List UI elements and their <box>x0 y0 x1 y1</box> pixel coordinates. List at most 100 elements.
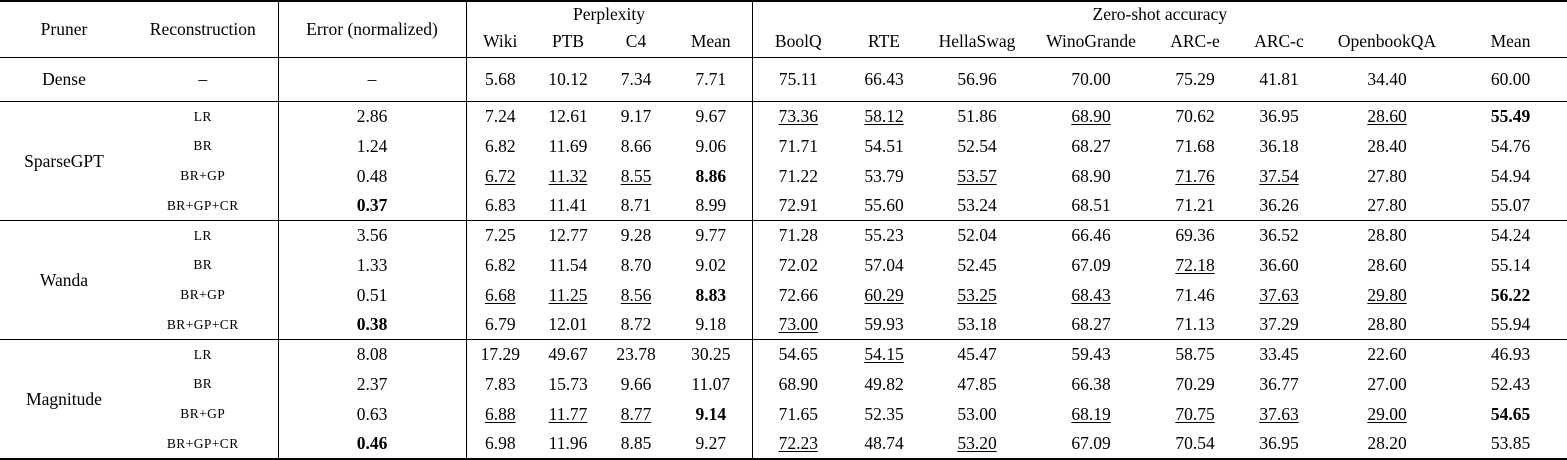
cell-value: 28.60 <box>1367 254 1407 275</box>
cell-value: 49.82 <box>864 373 904 394</box>
cell-pruner: Magnitude <box>0 339 128 459</box>
cell-value: 68.90 <box>751 369 844 400</box>
cell-reconstruction: LR <box>128 220 278 251</box>
cell-value: 37.29 <box>1259 314 1299 335</box>
cell-value: 6.79 <box>465 310 534 340</box>
cell-value: 68.90 <box>1071 165 1111 186</box>
cell-value: 37.63 <box>1259 403 1299 424</box>
table-row-dense: Dense – –5.68 10.12 7.34 7.71 75.11 66.43 56.96 7… <box>0 56 1567 102</box>
cell-value: 8.99 <box>695 195 727 216</box>
cell-value: 8.86 <box>695 165 727 186</box>
cell-reconstruction: BR <box>193 257 213 273</box>
cell-value: 70.54 <box>1175 433 1215 454</box>
cell-pruner: Dense <box>0 56 128 102</box>
cell-value: 9.67 <box>670 101 752 132</box>
cell-reconstruction: LR <box>128 339 278 370</box>
cell-error: 0.51 <box>277 280 466 311</box>
cell-value: 71.28 <box>751 220 844 251</box>
cell-error: 3.56 <box>277 220 466 251</box>
cell-value: 68.19 <box>1071 403 1111 424</box>
cell-value: 6.88 <box>465 399 534 430</box>
cell-value: 55.23 <box>844 220 924 251</box>
cell-value: 33.45 <box>1238 339 1320 370</box>
cell-value: 17.29 <box>465 339 534 370</box>
cell-value: 52.35 <box>864 403 904 424</box>
cell-value: 59.43 <box>1030 339 1152 370</box>
col-header-reconstruction: Reconstruction <box>149 18 256 39</box>
cell-value: 68.90 <box>1030 101 1152 132</box>
cell-error: 2.86 <box>277 101 466 132</box>
cell-value: 72.91 <box>751 190 844 221</box>
cell-value: 75.29 <box>1152 56 1238 102</box>
cell-value: 36.77 <box>1259 373 1299 394</box>
cell-reconstruction: BR+GP <box>180 287 226 303</box>
cell-value: 36.18 <box>1259 135 1299 156</box>
cell-value: 6.68 <box>465 280 534 311</box>
cell-value: 53.57 <box>957 165 997 186</box>
cell-value: 11.32 <box>548 165 588 186</box>
cell-value: 53.18 <box>957 314 997 335</box>
col-header-hellaswag: HellaSwag <box>938 31 1016 52</box>
cell-value: 45.47 <box>924 339 1030 370</box>
cell-value: 8.71 <box>620 195 652 216</box>
col-header-rte: RTE <box>867 31 900 52</box>
cell-value: 28.40 <box>1367 135 1407 156</box>
cell-value: 66.46 <box>1030 220 1152 251</box>
cell-value: 11.77 <box>548 403 588 424</box>
cell-reconstruction: BR+GP <box>180 406 226 422</box>
header-row-groups: Pruner Reconstruction Error (normalized)… <box>0 1 1567 57</box>
cell-value: 71.76 <box>1175 165 1215 186</box>
cell-value: 52.43 <box>1490 373 1531 394</box>
cell-value: 58.75 <box>1152 339 1238 370</box>
cell-value: 48.74 <box>864 433 904 454</box>
cell-value: 11.41 <box>548 195 588 216</box>
cell-value: 8.77 <box>620 403 652 424</box>
cell-error: 8.08 <box>277 339 466 370</box>
cell-value: 54.76 <box>1490 135 1531 156</box>
cell-value: 34.40 <box>1320 56 1454 102</box>
cell-value: 55.07 <box>1490 195 1531 216</box>
cell-error: 0.46 <box>277 429 466 459</box>
cell-error: 2.37 <box>277 369 466 400</box>
cell-value: 55.94 <box>1490 314 1531 335</box>
cell-value: 68.27 <box>1071 135 1111 156</box>
cell-value: 53.00 <box>957 403 997 424</box>
cell-value: 70.00 <box>1030 56 1152 102</box>
table-row: BR+GP+CR 0.37 6.83 11.41 8.71 8.99 72.91 55.60 5… <box>0 190 1567 221</box>
cell-value: 55.49 <box>1454 101 1567 132</box>
cell-value: 6.98 <box>465 429 534 459</box>
cell-value: 56.96 <box>924 56 1030 102</box>
cell-value: 8.83 <box>695 284 727 305</box>
col-header-openbookqa: OpenbookQA <box>1337 31 1437 52</box>
table-row: BR+GP+CR 0.46 6.98 11.96 8.85 9.27 72.23 48.74 5… <box>0 429 1567 459</box>
cell-value: 36.60 <box>1259 254 1299 275</box>
cell-value: 9.14 <box>695 403 727 424</box>
cell-pruner: Wanda <box>0 220 128 340</box>
cell-value: 54.24 <box>1454 220 1567 251</box>
cell-value: 55.60 <box>864 195 904 216</box>
cell-value: 73.36 <box>751 101 844 132</box>
cell-value: 71.13 <box>1175 314 1215 335</box>
cell-value: 8.56 <box>620 284 652 305</box>
cell-value: 11.54 <box>548 254 588 275</box>
cell-value: 53.20 <box>957 433 997 454</box>
cell-reconstruction: BR+GP+CR <box>166 197 239 213</box>
cell-value: 22.60 <box>1320 339 1454 370</box>
cell-value: 72.18 <box>1175 254 1215 275</box>
cell-value: 37.54 <box>1259 165 1299 186</box>
cell-value: 52.45 <box>957 254 997 275</box>
col-header-arc-e: ARC-e <box>1170 31 1220 52</box>
cell-value: 60.29 <box>864 284 904 305</box>
col-header-boolq: BoolQ <box>751 27 844 57</box>
cell-value: 7.34 <box>602 56 670 102</box>
cell-value: 52.54 <box>957 135 997 156</box>
cell-value: 9.17 <box>602 101 670 132</box>
table-row: BR 2.37 7.83 15.73 9.66 11.07 68.90 49.82 47.85 6… <box>0 369 1567 400</box>
cell-value: 7.71 <box>670 56 752 102</box>
cell-value: 72.66 <box>751 280 844 311</box>
cell-value: 53.24 <box>957 195 997 216</box>
cell-value: 6.82 <box>465 250 534 281</box>
cell-value: 12.01 <box>548 314 588 335</box>
cell-value: 52.04 <box>924 220 1030 251</box>
